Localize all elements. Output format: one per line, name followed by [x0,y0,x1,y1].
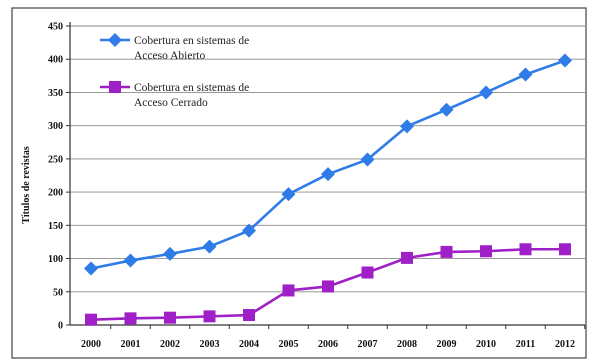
legend-marker [109,81,121,93]
data-point [202,239,217,254]
x-tick-label: 2007 [358,339,378,350]
data-point [124,312,137,325]
series-group [84,53,572,326]
axes [66,22,586,329]
legend-label: Cobertura en sistemas de [134,35,249,47]
x-tick-label: 2000 [81,339,101,350]
data-point [123,253,138,268]
y-tick-label: 0 [58,321,63,332]
x-tick-label: 2010 [476,339,496,350]
data-point [558,53,572,68]
chart-frame [11,7,587,359]
data-point [163,246,177,261]
x-tick-label: 2004 [239,339,259,350]
legend-label: Cobertura en sistemas de [134,82,249,94]
data-point [164,311,176,324]
y-tick-label: 400 [48,55,63,66]
data-point [322,280,334,293]
legend-item-2: Cobertura en sistemas de Acceso Cerrado [100,81,249,109]
x-tick-label: 2011 [516,339,535,350]
data-point [360,152,375,167]
y-tick-label: 100 [48,254,63,265]
data-point [361,266,374,279]
data-point [401,251,413,264]
x-tick-label: 2001 [121,339,141,350]
data-point [242,223,256,238]
x-tick-label: 2008 [397,339,417,350]
data-point [479,85,493,100]
y-tick-label: 250 [48,154,63,165]
data-point [321,167,335,182]
x-tick-label: 2003 [200,339,220,350]
y-tick-label: 350 [48,88,63,99]
data-point [84,261,98,276]
data-point [480,245,492,258]
legend-label: Acceso Abierto [134,50,205,62]
data-point [559,243,571,256]
data-point [243,309,255,322]
data-point [519,243,532,256]
x-tick-label: 2012 [555,339,575,350]
data-point [439,102,454,117]
y-tick-label: 200 [48,188,63,199]
x-tick-labels: 2000 2001 2002 2003 2004 2005 2006 2007 2008 2009… [81,339,575,350]
y-tick-label: 50 [53,287,63,298]
series-2 [85,243,571,326]
gridlines [70,25,585,293]
legend-item-1: Cobertura en sistemas de Acceso Abierto [100,33,249,62]
x-tick-label: 2009 [437,339,457,350]
x-tick-label: 2006 [318,339,338,350]
data-point [282,284,295,297]
y-tick-labels: 0 50 100 150 200 250 300 350 400 450 [48,22,63,332]
data-point [440,245,453,258]
data-point [518,67,533,82]
data-point [85,313,97,326]
x-tick-label: 2005 [279,339,299,350]
y-tick-label: 300 [48,121,63,132]
series-1 [84,53,572,276]
data-point [281,187,296,202]
y-tick-label: 450 [48,22,63,33]
data-point [203,310,216,323]
legend-marker [108,33,122,47]
legend-label: Acceso Cerrado [134,97,208,109]
data-point [400,119,414,134]
y-axis-label: Títulos de revistas [21,146,32,224]
y-tick-label: 150 [48,221,63,232]
x-tick-label: 2002 [160,339,180,350]
